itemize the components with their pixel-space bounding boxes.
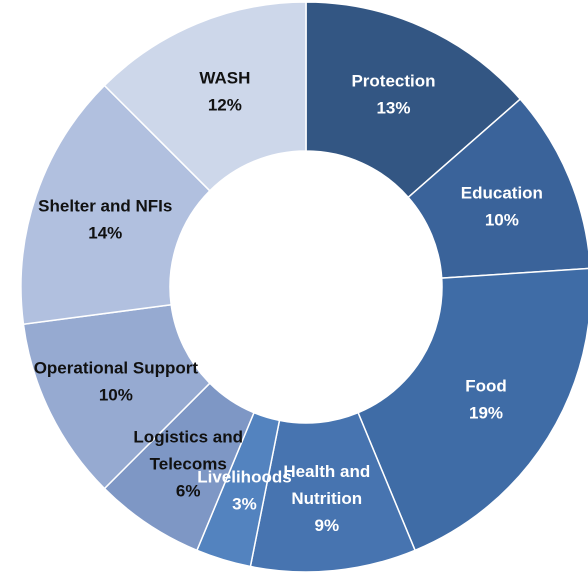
slices-layer [20,1,588,573]
slice-value-shelter-and-nfis: 14% [88,223,122,242]
slice-label-food: Food 19% [465,376,507,422]
labels-layer: Protection 13% Education 10% Food 19% Health a… [34,69,543,535]
slice-label-wash: WASH 12% [199,69,250,115]
slice-name-education: Education [461,183,543,202]
slice-value-food: 19% [469,403,503,422]
slice-name-livelihoods: Livelihoods [197,467,291,486]
slice-name-logistics-and-telecoms: Telecoms [150,454,227,473]
slice-name-wash: WASH [199,69,250,88]
slice-label-logistics-and-telecoms: Logistics and Telecoms 6% [133,427,243,500]
slice-name-food: Food [465,376,507,395]
slice-value-logistics-and-telecoms: 6% [176,481,201,500]
slice-name-operational-support: Operational Support [34,358,199,377]
slice-name-health-and-nutrition: Nutrition [291,489,362,508]
slice-label-education: Education 10% [461,183,543,229]
slice-protection [305,1,522,199]
slice-value-livelihoods: 3% [232,494,257,513]
slice-label-operational-support: Operational Support 10% [34,358,199,404]
slice-food [357,267,588,552]
slice-name-shelter-and-nfis: Shelter and NFIs [38,196,172,215]
slice-value-operational-support: 10% [99,385,133,404]
slice-education [407,98,588,279]
slice-name-health-and-nutrition: Health and [283,462,370,481]
slice-label-protection: Protection 13% [351,71,435,117]
slice-value-health-and-nutrition: 9% [314,516,339,535]
slice-wash [103,1,307,192]
slice-label-livelihoods: Livelihoods 3% [197,467,291,513]
slice-value-protection: 13% [376,98,410,117]
slice-value-education: 10% [485,210,519,229]
slice-name-protection: Protection [351,71,435,90]
slice-shelter-and-nfis [20,84,211,326]
slice-label-health-and-nutrition: Health and Nutrition 9% [283,462,370,535]
slice-name-logistics-and-telecoms: Logistics and [133,427,243,446]
slice-label-shelter-and-nfis: Shelter and NFIs 14% [38,196,172,242]
slice-value-wash: 12% [208,96,242,115]
